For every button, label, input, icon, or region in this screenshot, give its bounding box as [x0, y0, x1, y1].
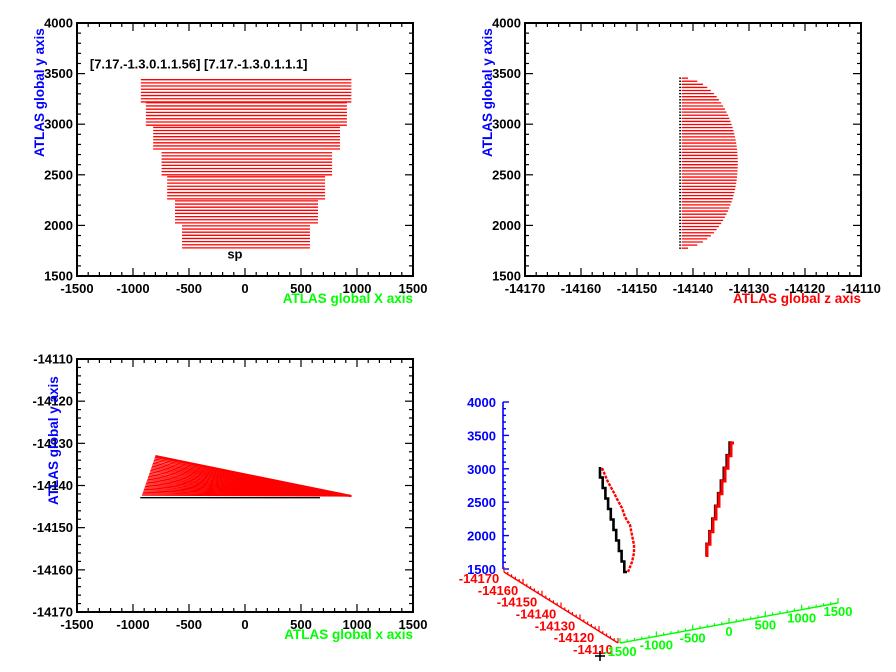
- svg-text:2500: 2500: [44, 167, 73, 182]
- svg-text:-14170: -14170: [505, 281, 545, 296]
- annotation: sp: [227, 247, 242, 262]
- svg-text:-14150: -14150: [33, 520, 73, 535]
- svg-text:0: 0: [241, 617, 248, 632]
- y-axis: 1500 2000 2500 3000 3500 4000: [492, 16, 861, 284]
- svg-text:2000: 2000: [492, 218, 521, 233]
- svg-text:1500: 1500: [824, 604, 853, 619]
- panel-side-view-zy: -14170 -14160 -14150 -14140 -14130 -14120 -141…: [448, 0, 896, 336]
- svg-text:2500: 2500: [467, 495, 496, 510]
- plot-front-view-xy: -1500 -1000 -500 0 500 1000 1500 1500 2000 2500 30…: [32, 16, 427, 307]
- svg-text:3500: 3500: [467, 428, 496, 443]
- svg-text:1500: 1500: [492, 269, 521, 284]
- left-track-red: [600, 467, 636, 573]
- y-axis: 1500 2000 2500 3000 3500 4000: [44, 16, 413, 284]
- svg-text:-14160: -14160: [478, 583, 518, 598]
- x-axis-title: ATLAS global X axis: [283, 291, 413, 306]
- svg-text:-14130: -14130: [729, 281, 769, 296]
- svg-text:-500: -500: [176, 281, 202, 296]
- svg-text:-14130: -14130: [33, 436, 73, 451]
- svg-text:3500: 3500: [44, 66, 73, 81]
- svg-text:-14120: -14120: [785, 281, 825, 296]
- tracks-3d: [598, 441, 734, 574]
- x-axis: -14170 -14160 -14150 -14140 -14130 -14120 -141…: [505, 23, 881, 296]
- y-axis-title: ATLAS global y axis: [32, 28, 47, 157]
- svg-text:-14170: -14170: [459, 571, 499, 586]
- series-fan: [140, 455, 352, 499]
- svg-text:-14110: -14110: [573, 642, 613, 657]
- svg-text:2000: 2000: [467, 529, 496, 544]
- x-axis-title: ATLAS global z axis: [733, 291, 861, 306]
- svg-text:-1500: -1500: [60, 617, 93, 632]
- x-axis: -1500 -1000 -500 0 500 1000 1500: [60, 359, 427, 632]
- svg-text:3500: 3500: [492, 66, 521, 81]
- svg-text:-500: -500: [176, 617, 202, 632]
- svg-text:-14130: -14130: [535, 618, 575, 633]
- svg-text:500: 500: [290, 281, 312, 296]
- svg-text:-14160: -14160: [561, 281, 601, 296]
- left-track-black: [598, 467, 627, 574]
- svg-text:-1000: -1000: [116, 281, 149, 296]
- y-axis-title: ATLAS global y axis: [480, 28, 495, 157]
- plot-side-view-zy: -14170 -14160 -14150 -14140 -14130 -14120 -141…: [480, 16, 881, 307]
- svg-text:4000: 4000: [467, 395, 496, 410]
- svg-text:2000: 2000: [44, 218, 73, 233]
- svg-text:3000: 3000: [492, 117, 521, 132]
- svg-text:3000: 3000: [467, 462, 496, 477]
- svg-text:1000: 1000: [343, 617, 372, 632]
- svg-text:-14110: -14110: [841, 281, 881, 296]
- axis-3d-vertical: 1500 2000 2500 3000 3500 4000: [467, 395, 509, 577]
- svg-text:500: 500: [290, 617, 312, 632]
- y-axis: -14170 -14160 -14150 -14140 -14130 -14120 -141…: [33, 352, 413, 620]
- svg-text:-14170: -14170: [33, 605, 73, 620]
- panel-front-view-xy: -1500 -1000 -500 0 500 1000 1500 1500 2000 2500 30…: [0, 0, 448, 336]
- annotation: [7.17.-1.3.0.1.1.56] [7.17.-1.3.0.1.1.1]: [90, 57, 308, 72]
- svg-text:2500: 2500: [492, 167, 521, 182]
- panel-3d-view: 1500 2000 2500 3000 3500 4000 -14170 -14160 -141…: [448, 336, 896, 672]
- svg-text:-1500: -1500: [603, 644, 636, 659]
- svg-text:1500: 1500: [399, 617, 428, 632]
- svg-text:1500: 1500: [467, 562, 496, 577]
- plot-3d-view: 150020002500300035004000-14170-14160-141…: [459, 395, 852, 661]
- axis-3d-right: -1500 -1000 -500 0 500 1000 1500: [603, 598, 852, 659]
- svg-text:-500: -500: [680, 631, 706, 646]
- origin-plus-marker: [595, 651, 605, 661]
- series-hblocks: [140, 79, 352, 249]
- svg-text:-14110: -14110: [33, 352, 73, 367]
- x-axis-title: ATLAS global x axis: [284, 627, 413, 642]
- svg-text:-14160: -14160: [33, 562, 73, 577]
- svg-text:-1000: -1000: [116, 617, 149, 632]
- svg-text:500: 500: [754, 617, 776, 632]
- y-axis-title: ATLAS global y axis: [46, 376, 61, 505]
- svg-text:3000: 3000: [44, 117, 73, 132]
- svg-text:-14120: -14120: [554, 630, 594, 645]
- x-axis: -1500 -1000 -500 0 500 1000 1500: [60, 23, 427, 296]
- svg-text:1500: 1500: [44, 269, 73, 284]
- svg-text:0: 0: [725, 624, 732, 639]
- svg-text:0: 0: [241, 281, 248, 296]
- right-track-red: [705, 441, 734, 557]
- plot-top-view-xz: -1500 -1000 -500 0 500 1000 1500-14170-14160-1…: [33, 352, 428, 643]
- svg-text:-14140: -14140: [673, 281, 713, 296]
- svg-text:1000: 1000: [343, 281, 372, 296]
- series-crescent: [679, 77, 738, 249]
- svg-text:-14140: -14140: [33, 478, 73, 493]
- svg-text:-14150: -14150: [497, 595, 537, 610]
- svg-text:-14120: -14120: [33, 394, 73, 409]
- svg-text:4000: 4000: [44, 16, 73, 31]
- svg-text:-1500: -1500: [60, 281, 93, 296]
- svg-text:-14150: -14150: [617, 281, 657, 296]
- svg-text:1500: 1500: [399, 281, 428, 296]
- panel-top-view-xz: -1500 -1000 -500 0 500 1000 1500 -14170 -14160 -1…: [0, 336, 448, 672]
- svg-text:-1000: -1000: [640, 637, 673, 652]
- svg-text:4000: 4000: [492, 16, 521, 31]
- axis-3d-left: -14170-14160-14150-14140-14130-14120-141…: [459, 567, 619, 657]
- svg-text:-14140: -14140: [516, 607, 556, 622]
- svg-text:1000: 1000: [787, 611, 816, 626]
